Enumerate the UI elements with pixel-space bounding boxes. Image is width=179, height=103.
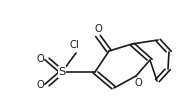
Text: O: O	[134, 78, 142, 88]
Text: Cl: Cl	[69, 40, 79, 50]
Text: O: O	[94, 24, 102, 34]
Text: O: O	[36, 80, 44, 90]
Text: O: O	[36, 54, 44, 64]
Text: S: S	[58, 67, 66, 77]
